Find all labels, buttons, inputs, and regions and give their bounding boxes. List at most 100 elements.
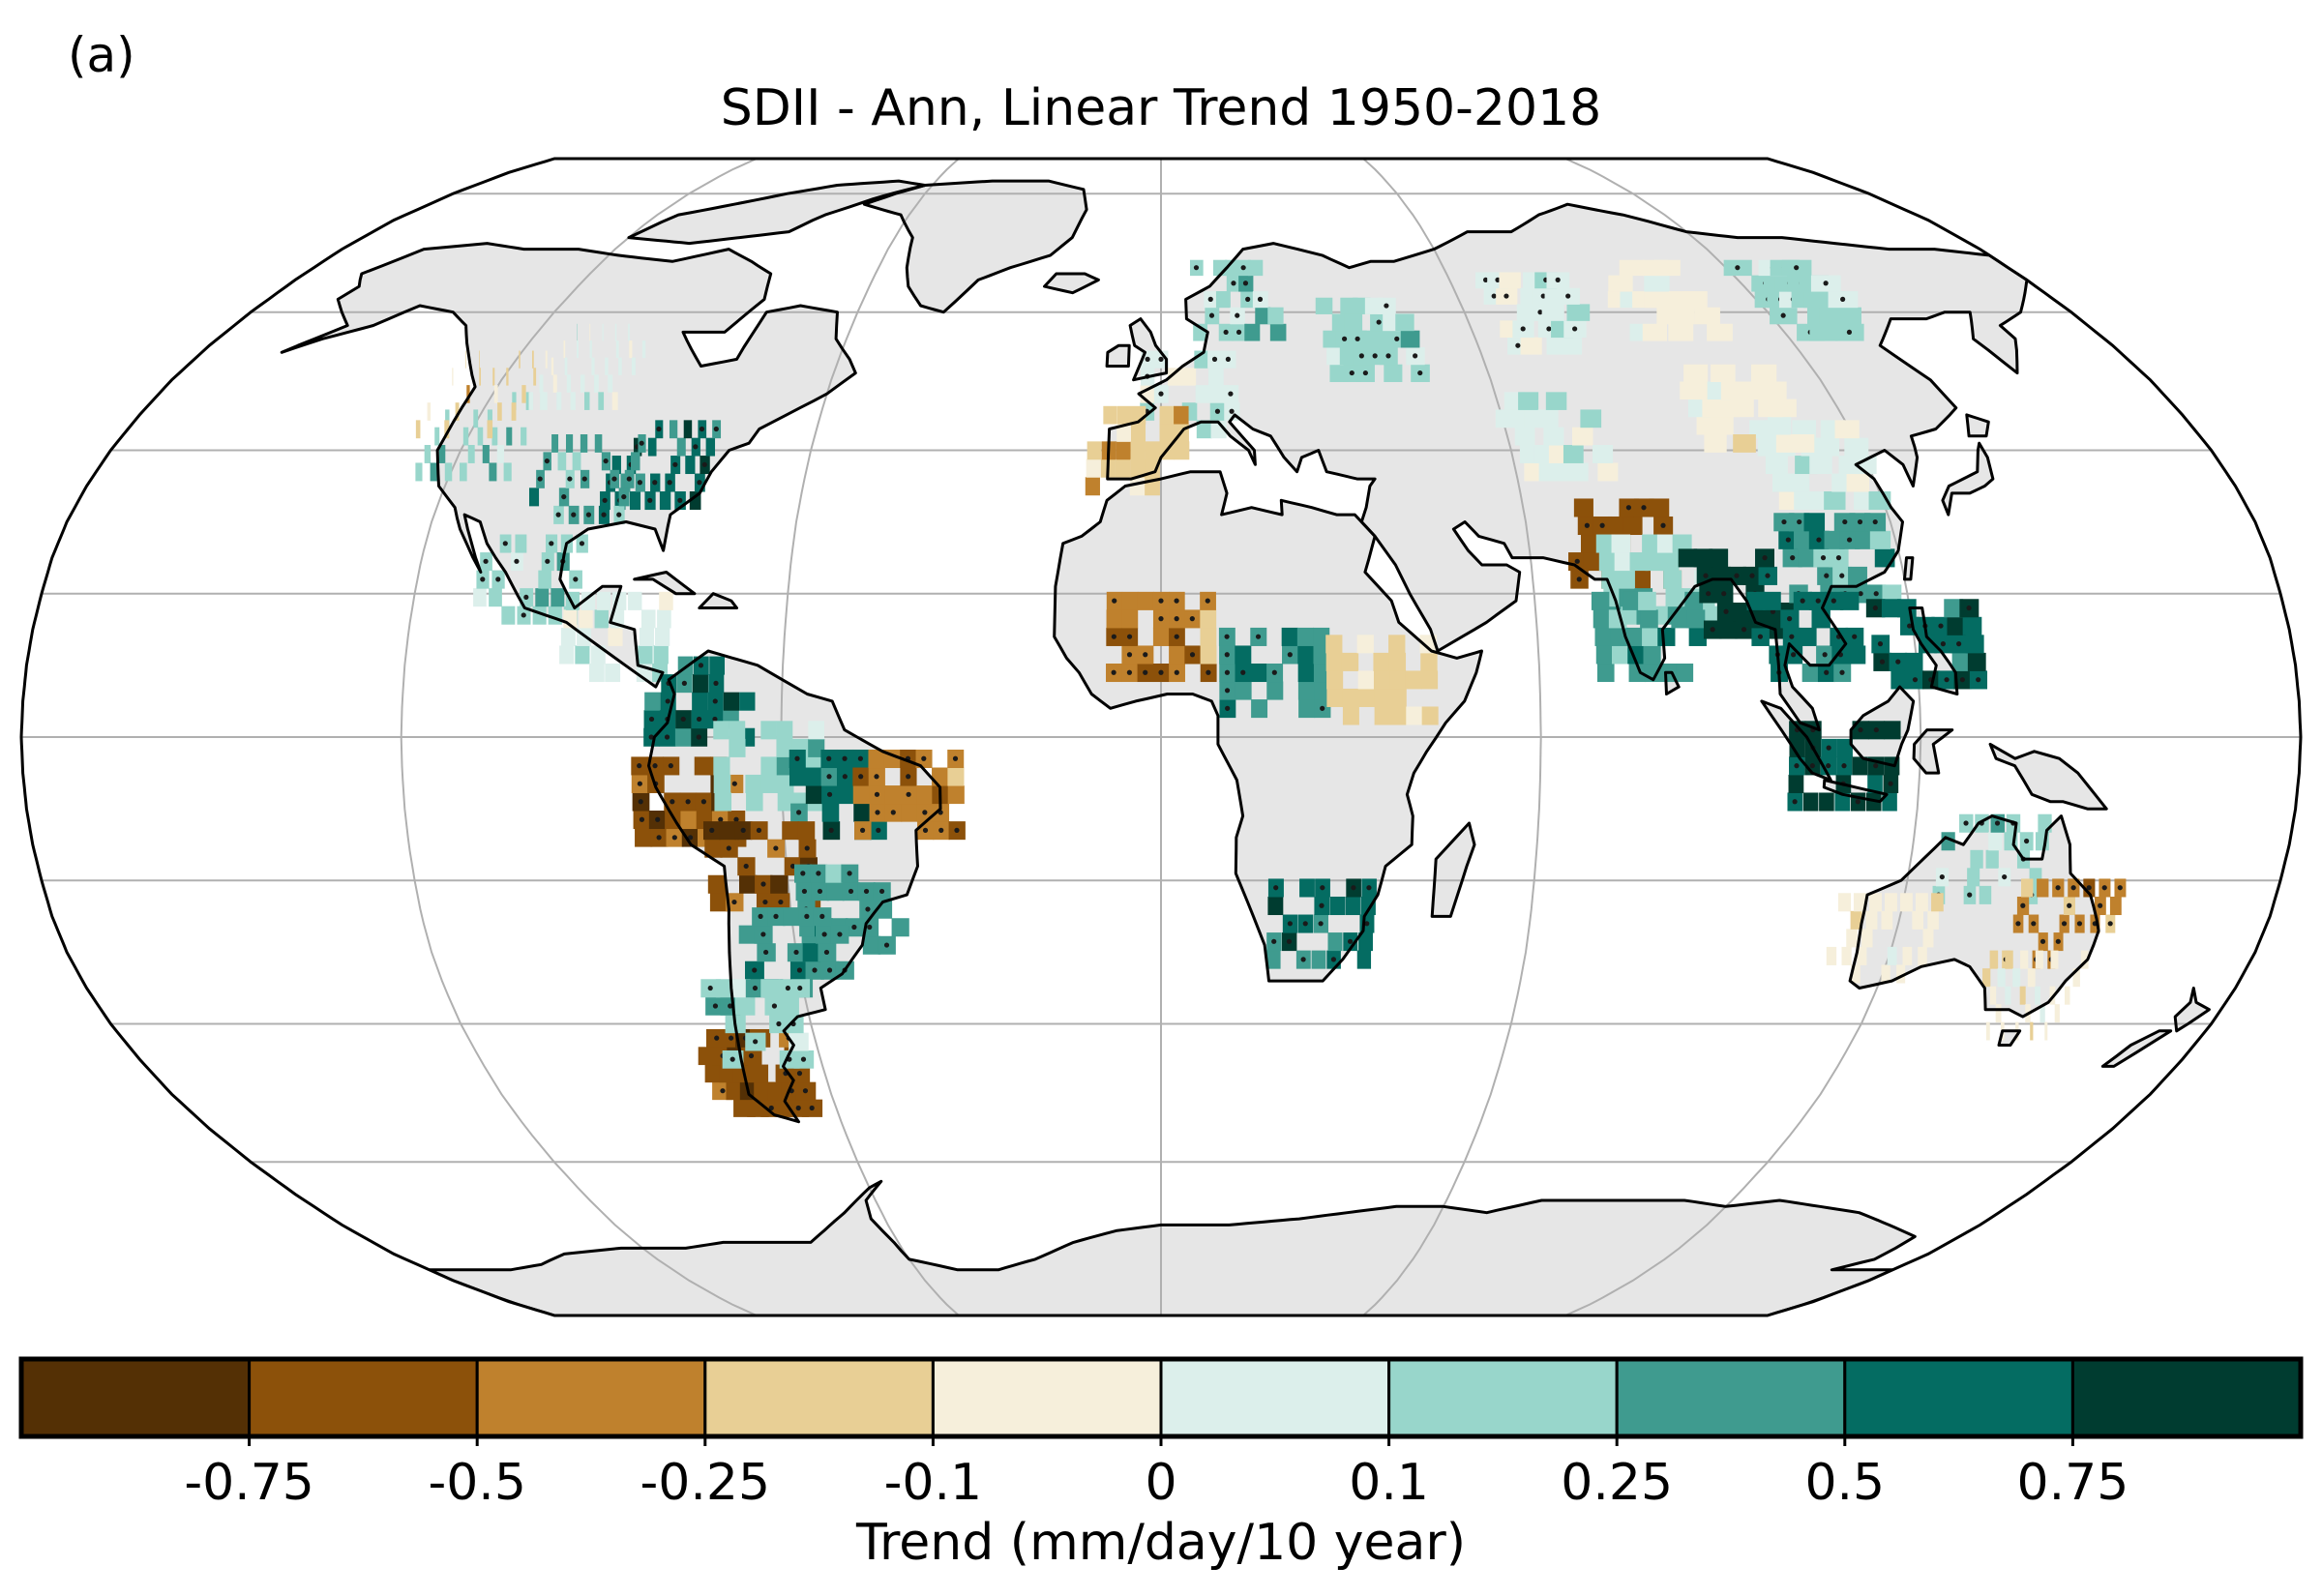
significance-dot [1111, 634, 1116, 639]
significance-dot [1872, 518, 1878, 525]
significance-dot [523, 594, 529, 601]
trend-cell [1121, 591, 1139, 610]
significance-dot [680, 716, 686, 723]
significance-dot [883, 942, 890, 948]
trend-cell [709, 656, 726, 675]
significance-dot [573, 576, 579, 582]
trend-cell [1145, 441, 1160, 460]
significance-dot [1224, 669, 1231, 675]
significance-dot [652, 763, 658, 769]
significance-dot [1318, 921, 1324, 927]
significance-dot [760, 931, 766, 937]
significance-dot [906, 774, 911, 780]
significance-dot [579, 541, 585, 547]
significance-dot [789, 863, 796, 870]
significance-dot [665, 698, 670, 704]
significance-dot [1846, 329, 1853, 336]
significance-dot [804, 845, 810, 851]
colorbar-swatch [1843, 1357, 2074, 1438]
significance-dot [1824, 669, 1830, 675]
trend-cell [797, 821, 816, 841]
trend-cell [862, 935, 881, 955]
trend-cell [1985, 849, 1999, 869]
trend-cell [1374, 688, 1391, 707]
trend-cell [1642, 323, 1668, 341]
meridian-line [400, 159, 758, 1315]
significance-dot [1362, 369, 1368, 376]
trend-cell [1116, 405, 1132, 425]
trend-cell [1853, 893, 1867, 912]
significance-dot [2020, 902, 2026, 908]
trend-cell [1997, 968, 2006, 988]
significance-dot [656, 835, 662, 841]
trend-cell [1524, 462, 1544, 482]
significance-dot [712, 1003, 719, 1009]
colorbar-swatch [248, 1357, 479, 1438]
trend-cell [628, 591, 642, 610]
significance-dot [796, 1071, 803, 1077]
trend-cell [1644, 275, 1670, 292]
significance-dot [906, 791, 911, 797]
trend-cell [2019, 986, 2026, 1005]
significance-dot [1873, 726, 1879, 733]
significance-dot [1839, 573, 1845, 578]
significance-dot [1857, 518, 1863, 525]
trend-cell [738, 925, 758, 944]
trend-cell [434, 427, 440, 446]
trend-cell [611, 392, 618, 410]
trend-cell [1420, 670, 1439, 690]
significance-dot [549, 541, 554, 547]
significance-dot [1158, 616, 1164, 622]
trend-cell [564, 357, 568, 375]
trend-cell [1826, 946, 1837, 965]
significance-dot [753, 1039, 759, 1045]
trend-cell [1596, 663, 1615, 683]
significance-dot [804, 913, 810, 919]
trend-cell [1642, 627, 1660, 646]
trend-cell [638, 645, 653, 665]
significance-dot [1242, 281, 1249, 286]
trend-cell [594, 374, 599, 393]
significance-dot [672, 461, 678, 467]
trend-cell [1612, 645, 1630, 665]
trend-cell [1086, 458, 1101, 478]
significance-dot [1546, 326, 1552, 332]
significance-dot [1271, 669, 1277, 675]
significance-dot [693, 444, 699, 450]
trend-cell [1916, 893, 1928, 912]
trend-cell [1255, 307, 1271, 325]
trend-cell [559, 645, 575, 665]
significance-dot [857, 755, 864, 761]
trend-cell [1846, 929, 1858, 948]
trend-cell [487, 409, 492, 429]
trend-cell [482, 445, 490, 463]
trend-cell [1649, 498, 1670, 517]
sulawesi-coastline [1912, 728, 1954, 775]
trend-cell [521, 385, 526, 403]
hispaniola-coastline [698, 592, 738, 609]
trend-cell [415, 462, 423, 482]
trend-cell [729, 738, 746, 757]
significance-dot [1576, 576, 1582, 582]
significance-dot [637, 480, 642, 486]
significance-dot [1225, 705, 1231, 711]
significance-dot [1835, 555, 1842, 561]
significance-dot [1126, 634, 1133, 639]
trend-cell [692, 674, 708, 694]
trend-cell [821, 803, 840, 822]
significance-dot [756, 827, 762, 833]
significance-dot [1706, 591, 1712, 597]
significance-dot [1858, 591, 1863, 597]
antarctica-coastline [428, 1179, 1917, 1315]
trend-cell [1688, 627, 1707, 646]
significance-dot [890, 810, 896, 815]
trend-cell [1819, 792, 1834, 812]
significance-dot [863, 888, 870, 895]
trend-cell [452, 368, 454, 386]
trend-cell [1421, 706, 1439, 725]
trend-cell [1314, 681, 1331, 700]
trend-cell [1922, 929, 1934, 948]
significance-dot [1413, 353, 1418, 359]
significance-dot [785, 985, 791, 991]
significance-dot [637, 781, 642, 786]
